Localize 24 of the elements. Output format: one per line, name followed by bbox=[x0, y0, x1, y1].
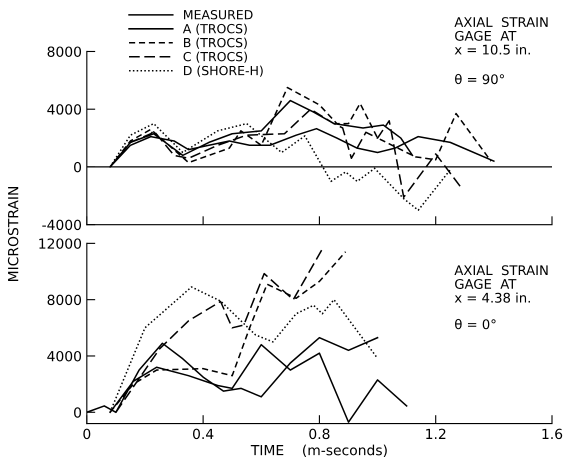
legend-label: C (TROCS) bbox=[183, 52, 247, 63]
y-tick-label: 0 bbox=[74, 407, 82, 418]
annotation: AXIAL STRAIN GAGE AT x = 4.38 in. bbox=[454, 265, 548, 303]
legend-label: B (TROCS) bbox=[184, 38, 247, 49]
x-tick-label: 0.4 bbox=[192, 428, 214, 440]
x-axis-title: TIME (m-seconds) bbox=[250, 444, 387, 458]
annotation: θ = 90° bbox=[455, 74, 504, 84]
y-tick-label: 8000 bbox=[48, 46, 82, 57]
annotation: θ = 0° bbox=[455, 318, 496, 330]
x-tick-label: 1.6 bbox=[542, 428, 562, 440]
y-tick-label: 8000 bbox=[48, 294, 82, 306]
annotation: AXIAL STRAIN GAGE AT x = 10.5 in. bbox=[454, 17, 548, 55]
y-tick-label: 0 bbox=[74, 162, 82, 172]
x-tick-label: 1.2 bbox=[426, 428, 446, 439]
legend-label: D (SHORE-H) bbox=[184, 66, 263, 77]
y-axis-title: MICROSTRAIN bbox=[8, 186, 18, 282]
legend-label: A (TROCS) bbox=[182, 24, 247, 35]
x-tick-label: 0.8 bbox=[309, 428, 330, 440]
y-tick-label: 4000 bbox=[47, 104, 82, 115]
y-tick-label: -4000 bbox=[42, 220, 82, 230]
legend-label: MEASURED bbox=[184, 10, 253, 20]
x-tick-label: 0 bbox=[83, 428, 90, 440]
y-tick-label: 12000 bbox=[39, 238, 82, 249]
y-tick-label: 4000 bbox=[47, 350, 82, 362]
